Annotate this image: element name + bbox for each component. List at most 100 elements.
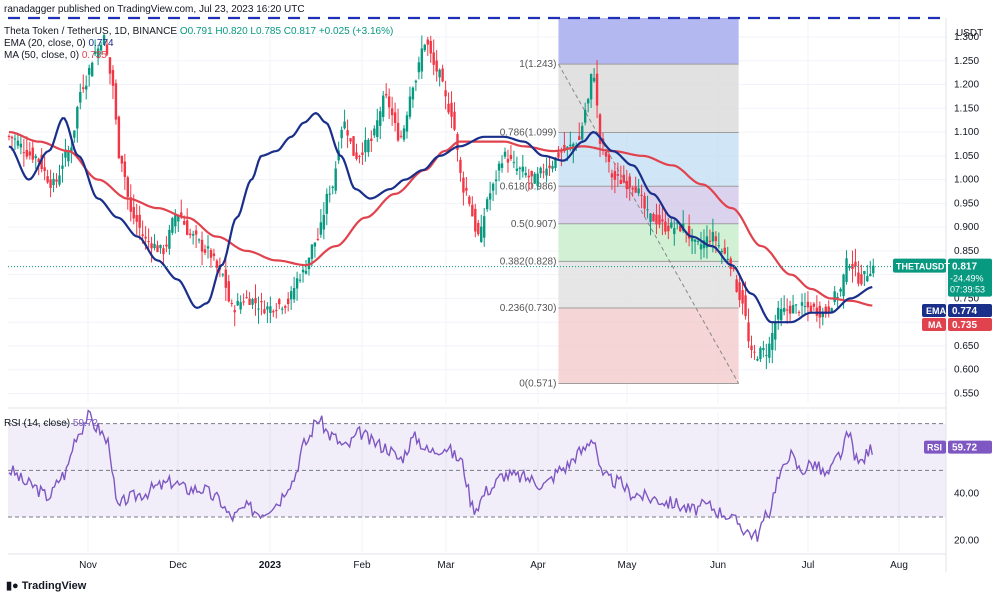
candle-body: [129, 197, 132, 212]
price-tick-label: 0.750: [954, 293, 979, 304]
candle-body: [49, 179, 52, 189]
candle-body: [545, 168, 548, 176]
candle-body: [150, 243, 153, 249]
candle-body: [174, 214, 177, 227]
candle-body: [578, 136, 581, 140]
price-tick-label: 0.900: [954, 222, 979, 233]
candle-body: [474, 208, 477, 232]
candle-body: [40, 154, 43, 169]
candle-body: [343, 121, 346, 129]
ma-tag-bg: [948, 318, 992, 331]
legend-ema-row[interactable]: EMA (20, close, 0) 0.774: [4, 38, 114, 49]
candle-body: [55, 179, 58, 182]
legend-symbol: Theta Token / TetherUS, 1D, BINANCE: [4, 26, 178, 37]
ma-tag-label: MA: [928, 320, 942, 330]
candle-body: [316, 238, 320, 240]
price-tick-label: 0.850: [954, 246, 979, 257]
candle-body: [135, 215, 138, 222]
candle-body: [863, 270, 866, 275]
candle-body: [717, 245, 721, 247]
candle-body: [673, 228, 676, 235]
time-tick-label: Nov: [79, 560, 97, 571]
candle-body: [738, 282, 741, 301]
candle-body: [854, 261, 857, 267]
candle-body: [370, 138, 373, 141]
tradingview-brand[interactable]: ▮● TradingView: [6, 579, 86, 592]
candle-body: [177, 215, 180, 222]
legend-rsi-row[interactable]: RSI (14, close) 59.72: [4, 418, 98, 429]
candle-body: [411, 87, 415, 100]
candle-body: [548, 165, 551, 169]
candle-body: [649, 213, 652, 222]
legend-ohlc: O0.791 H0.820 L0.785 C0.817 +0.025 (+3.1…: [179, 26, 394, 37]
candle-body: [616, 174, 620, 176]
fib-level-label: 0.786(1.099): [500, 128, 557, 139]
candle-body: [652, 214, 655, 222]
candle-body: [812, 303, 816, 307]
candle-body: [462, 177, 465, 193]
time-tick-label: Feb: [353, 560, 371, 571]
legend-ma-row[interactable]: MA (50, close, 0) 0.735: [4, 50, 107, 61]
candle-body: [720, 250, 723, 253]
candle-body: [459, 159, 462, 173]
candle-body: [563, 144, 566, 152]
time-tick-label: Dec: [169, 560, 187, 571]
candle-body: [186, 220, 189, 235]
candle-body: [453, 111, 456, 130]
candle-body: [598, 114, 602, 144]
candle-body: [497, 163, 501, 171]
candle-body: [800, 302, 804, 306]
candle-body: [533, 173, 536, 184]
candle-body: [108, 57, 112, 74]
candle-body: [325, 193, 328, 214]
candle-body: [393, 112, 397, 123]
candle-body: [634, 186, 637, 193]
candle-body: [352, 136, 355, 156]
candle-body: [90, 62, 94, 77]
time-tick-label: Aug: [890, 560, 908, 571]
candle-body: [278, 299, 281, 305]
legend-rsi-label: RSI (14, close): [4, 418, 71, 429]
candle-body: [147, 241, 150, 243]
candle-body: [708, 240, 712, 242]
candle-body: [432, 52, 435, 65]
candle-body: [120, 155, 124, 164]
candle-body: [67, 150, 70, 162]
candle-body: [286, 298, 290, 305]
candle-body: [551, 165, 554, 169]
candle-body: [384, 93, 388, 96]
candle-body: [331, 186, 334, 188]
candle-body: [735, 279, 738, 292]
candle-body: [530, 170, 533, 177]
rsi-line: [8, 409, 873, 542]
fib-level-label: 0.236(0.730): [500, 303, 557, 314]
candle-body: [61, 165, 64, 169]
rsi-tag-label-bg: [924, 440, 946, 454]
fib-zone: [558, 307, 739, 384]
candle-body: [500, 163, 504, 168]
candle-body: [159, 244, 162, 249]
candle-body: [557, 152, 560, 158]
candle-body: [491, 183, 495, 191]
candle-body: [714, 236, 718, 242]
candle-body: [43, 167, 46, 172]
fib-top-band: [558, 18, 739, 65]
candle-body: [777, 307, 780, 320]
currency-label: USDT: [956, 28, 983, 39]
candle-body: [830, 308, 833, 313]
candle-body: [518, 167, 522, 169]
candle-body: [646, 209, 649, 211]
candle-body: [860, 274, 863, 285]
price-tick-label: 1.050: [954, 151, 979, 162]
candle-body: [569, 144, 572, 147]
price-tag: [893, 258, 992, 297]
legend-ma-label: MA (50, close, 0): [4, 50, 80, 61]
candle-body: [759, 347, 762, 360]
fib-zone: [558, 223, 739, 262]
candle-body: [70, 147, 73, 153]
candle-body: [542, 171, 545, 173]
candle-body: [869, 273, 872, 277]
candle-body: [31, 147, 34, 160]
candle-body: [111, 69, 115, 86]
